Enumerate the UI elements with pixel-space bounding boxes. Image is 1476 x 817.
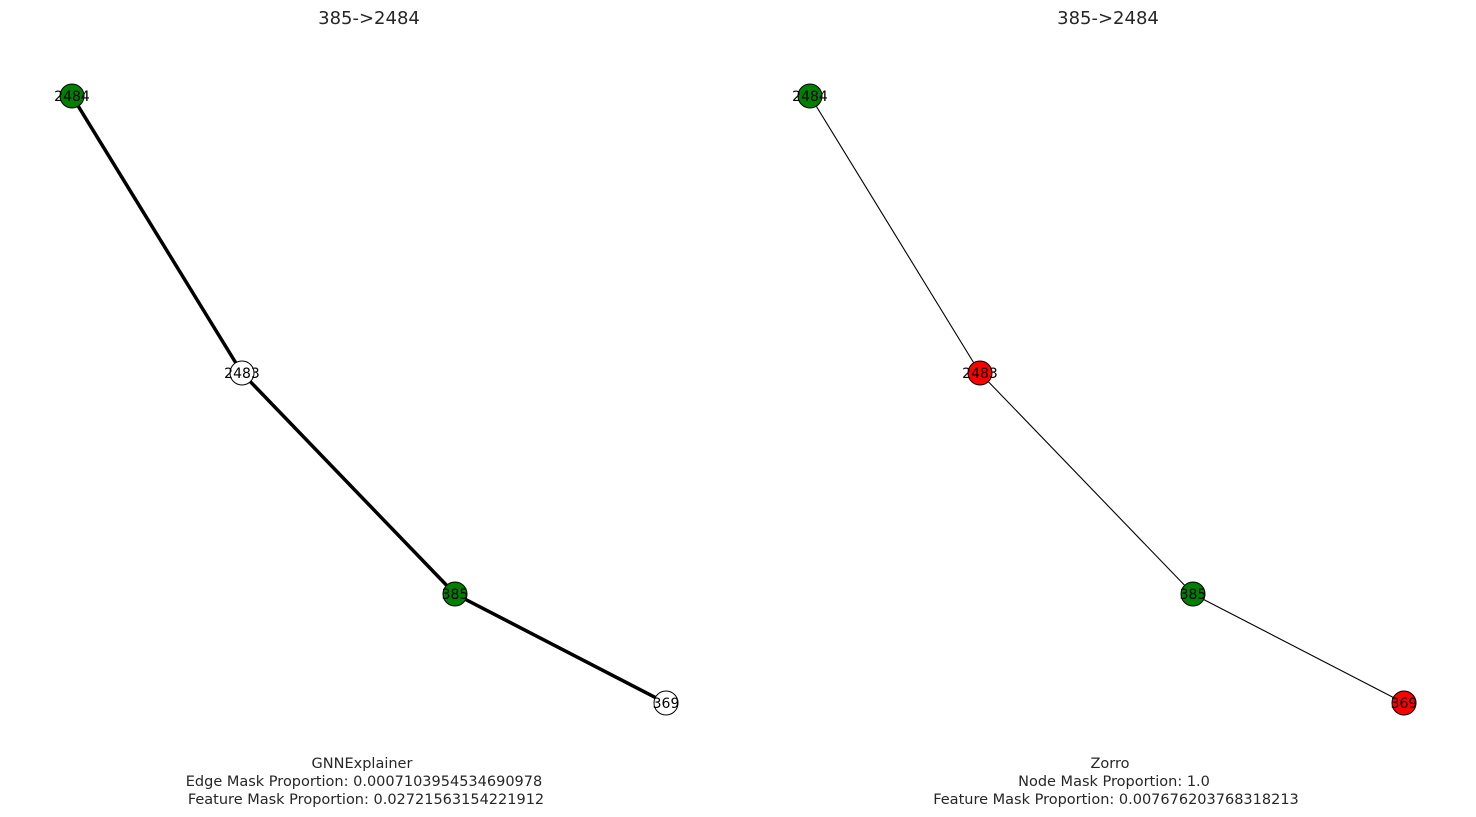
node-circle bbox=[967, 360, 993, 386]
node-2484: 2484 bbox=[54, 83, 90, 109]
caption-edge-mask: Edge Mask Proportion: 0.0007103954534690… bbox=[186, 774, 542, 790]
graph-panel-zorro: 385->2484 2484 2483 385 369 Zorro Node Mask… bbox=[738, 0, 1476, 817]
node-369: 369 bbox=[1391, 690, 1418, 716]
edge-2484-2483 bbox=[70, 95, 244, 374]
node-layer: 2484 2483 385 369 bbox=[54, 83, 680, 716]
node-circle bbox=[442, 581, 468, 607]
node-label: 2483 bbox=[224, 366, 260, 382]
node-2484: 2484 bbox=[792, 83, 828, 109]
node-circle bbox=[1180, 581, 1206, 607]
caption-feature-mask: Feature Mask Proportion: 0.0272156315422… bbox=[188, 792, 544, 808]
panel-title: 385->2484 bbox=[318, 8, 420, 29]
node-2483: 2483 bbox=[962, 360, 998, 386]
caption-feature-mask: Feature Mask Proportion: 0.0076762037683… bbox=[933, 792, 1299, 808]
node-385: 385 bbox=[442, 581, 469, 607]
graph-canvas-zorro: 385->2484 2484 2483 385 369 Zorro Node Mask… bbox=[792, 8, 1418, 808]
edge-layer bbox=[70, 95, 667, 705]
node-label: 385 bbox=[442, 587, 469, 603]
caption-node-mask: Node Mask Proportion: 1.0 bbox=[1018, 774, 1210, 790]
node-circle bbox=[653, 690, 679, 716]
node-circle bbox=[797, 83, 823, 109]
graph-canvas-gnnexplainer: 385->2484 2484 2483 385 369 GNNExplainer Ed… bbox=[54, 8, 680, 808]
edge-385-369 bbox=[454, 592, 667, 705]
node-label: 2483 bbox=[962, 366, 998, 382]
node-circle bbox=[229, 360, 255, 386]
edge-385-369 bbox=[1192, 593, 1405, 704]
node-385: 385 bbox=[1180, 581, 1207, 607]
caption-method: GNNExplainer bbox=[312, 756, 413, 772]
panel-title: 385->2484 bbox=[1057, 8, 1159, 29]
node-label: 369 bbox=[653, 696, 680, 712]
node-circle bbox=[1391, 690, 1417, 716]
edge-layer bbox=[809, 95, 1405, 704]
graph-panel-gnnexplainer: 385->2484 2484 2483 385 369 GNNExplainer Ed… bbox=[54, 8, 680, 808]
edge-2484-2483 bbox=[809, 95, 981, 374]
node-label: 2484 bbox=[54, 89, 90, 105]
node-label: 2484 bbox=[792, 89, 828, 105]
edge-2483-385 bbox=[979, 372, 1194, 595]
node-layer: 2484 2483 385 369 bbox=[792, 83, 1418, 716]
node-label: 369 bbox=[1391, 696, 1418, 712]
edge-2483-385 bbox=[240, 371, 457, 596]
node-369: 369 bbox=[653, 690, 680, 716]
node-label: 385 bbox=[1180, 587, 1207, 603]
caption-method: Zorro bbox=[1090, 756, 1129, 772]
node-circle bbox=[59, 83, 85, 109]
node-2483: 2483 bbox=[224, 360, 260, 386]
